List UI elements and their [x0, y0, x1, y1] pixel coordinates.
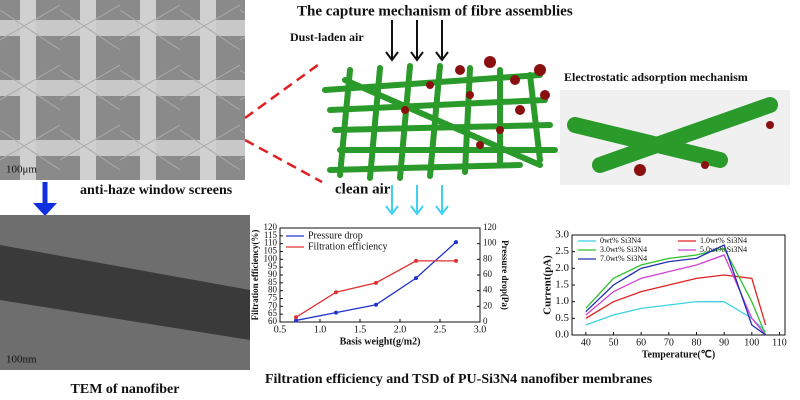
label: Dust-laden air	[290, 30, 364, 44]
y-tick-label: 110	[264, 238, 278, 248]
y2-tick-label: 80	[483, 253, 493, 263]
point	[294, 318, 298, 323]
legend-label: Filtration efficiency	[308, 241, 388, 252]
y-tick-label: 0.5	[555, 312, 569, 324]
legend-label: 5.0wt% Si3N4	[700, 245, 747, 254]
series-line	[585, 274, 767, 326]
sem-image	[0, 0, 245, 180]
point	[414, 258, 418, 263]
x-axis-label: Temperature(℃)	[642, 349, 715, 360]
electrostatic-diagram	[560, 90, 790, 185]
y-tick-label: 115	[264, 230, 278, 240]
y-tick-label: 90	[268, 269, 278, 279]
y-tick-label: 85	[268, 277, 278, 287]
title: The capture mechanism of fibre assemblie…	[297, 3, 573, 19]
label: Electrostatic adsorption mechanism	[564, 70, 748, 84]
x-tick-label: 70	[664, 337, 674, 348]
y-tick-label: 65	[268, 308, 278, 318]
fiber-mesh	[322, 63, 558, 181]
y-tick-label: 60	[268, 316, 278, 326]
y2-tick-label: 20	[483, 300, 493, 310]
particles	[401, 56, 550, 149]
x-tick-label: 60	[636, 337, 646, 348]
caption: TEM of nanofiber	[71, 382, 180, 397]
y-tick-label: 80	[268, 285, 278, 295]
y-tick-label: 100	[264, 253, 278, 263]
scale-label: 100μm	[6, 164, 37, 176]
legend-label: 3.0wt% Si3N4	[600, 245, 647, 254]
x-tick-label: 2.0	[394, 324, 407, 335]
x-tick-label: 50	[608, 337, 618, 348]
arrow-head	[33, 203, 57, 216]
point	[374, 280, 378, 285]
y-tick-label: 105	[264, 246, 278, 256]
series-line	[295, 260, 456, 318]
x-axis-label: Basis weight(g/m2)	[340, 336, 421, 347]
caption: anti-haze window screens	[80, 183, 233, 198]
y-tick-label: 3.0	[555, 229, 569, 241]
x-tick-label: 100	[744, 337, 759, 348]
series-line	[585, 247, 767, 336]
y-tick-label: 1.5	[555, 279, 569, 291]
x-tick-label: 90	[719, 337, 729, 348]
legend-label: Pressure drop	[308, 230, 363, 241]
x-tick-label: 1.5	[354, 324, 367, 335]
clean-arrows	[385, 185, 449, 216]
x-tick-label: 3.0	[474, 324, 487, 335]
legend-label: 7.0wt% Si3N4	[600, 254, 647, 263]
point	[374, 302, 378, 307]
x-tick-label: 110	[772, 337, 787, 348]
point	[334, 290, 338, 295]
x-tick-label: 2.5	[434, 324, 447, 335]
y2-tick-label: 100	[483, 238, 497, 248]
series-line	[585, 244, 767, 336]
y-tick-label: 70	[268, 300, 278, 310]
x-tick-label: 80	[691, 337, 701, 348]
y-axis-label: Filtration efficiency(%)	[250, 230, 260, 321]
y2-tick-label: 120	[483, 222, 497, 232]
x-tick-label: 0.5	[274, 324, 287, 335]
y-tick-label: 95	[268, 261, 278, 271]
y-axis-label: Current(pA)	[542, 255, 554, 315]
point	[454, 240, 458, 245]
nanofiber	[0, 245, 250, 340]
scale-label: 100nm	[6, 354, 37, 366]
point	[334, 310, 338, 315]
series-line	[585, 254, 767, 336]
series-line	[585, 301, 767, 333]
y-tick-label: 2.5	[555, 245, 569, 257]
legend-label: 0wt% Si3N4	[600, 236, 641, 245]
y2-tick-label: 60	[483, 269, 493, 279]
y-tick-label: 0.0	[555, 329, 569, 341]
x-tick-label: 1.0	[314, 324, 327, 335]
y-tick-label: 120	[264, 222, 278, 232]
y-tick-label: 1.0	[555, 295, 569, 307]
y2-axis-label: Pressure drop(Pa)	[500, 240, 510, 310]
y2-tick-label: 40	[483, 285, 493, 295]
caption: Filtration efficiency and TSD of PU-Si3N…	[265, 372, 653, 387]
point	[454, 258, 458, 263]
legend-label: 1.0wt% Si3N4	[700, 236, 747, 245]
point	[414, 276, 418, 281]
y-tick-label: 2.0	[555, 262, 569, 274]
air-arrows	[385, 20, 449, 62]
x-tick-label: 40	[581, 337, 591, 348]
label: clean air	[335, 181, 391, 197]
y-tick-label: 75	[268, 293, 278, 303]
point	[294, 315, 298, 320]
y2-tick-label: 0	[483, 316, 488, 326]
zoom-lines	[244, 60, 323, 184]
